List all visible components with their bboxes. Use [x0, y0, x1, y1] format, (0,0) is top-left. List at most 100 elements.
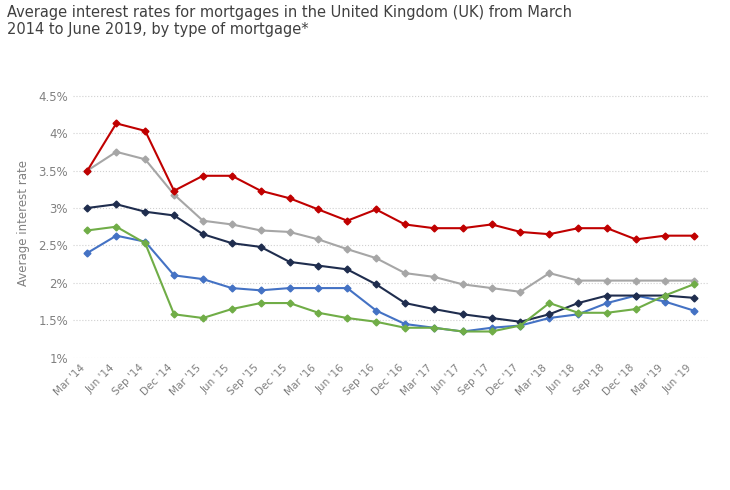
5 year fixed mortgage*** [112, 149, 120, 155]
2 year fixed rate mortgages* [661, 298, 669, 304]
2 year variable***** [169, 311, 178, 317]
2 year fixed rate mortgages* [169, 272, 178, 278]
2 year variable***** [343, 315, 352, 321]
10 year fixed**** [487, 221, 496, 227]
2 year fixed rate mortgages* [631, 293, 640, 298]
2 year variable***** [661, 293, 669, 298]
3 year fixed mortgage** [545, 311, 554, 317]
10 year fixed**** [199, 173, 207, 179]
Line: 5 year fixed mortgage***: 5 year fixed mortgage*** [85, 149, 696, 294]
3 year fixed mortgage** [372, 281, 380, 287]
3 year fixed mortgage** [343, 267, 352, 272]
2 year variable***** [83, 227, 92, 233]
2 year fixed rate mortgages* [228, 285, 237, 291]
2 year variable***** [631, 306, 640, 312]
5 year fixed mortgage*** [228, 221, 237, 227]
2 year variable***** [112, 224, 120, 230]
10 year fixed**** [574, 225, 583, 231]
2 year variable***** [487, 329, 496, 335]
5 year fixed mortgage*** [169, 192, 178, 197]
2 year fixed rate mortgages* [199, 276, 207, 282]
5 year fixed mortgage*** [603, 278, 612, 284]
3 year fixed mortgage** [631, 293, 640, 298]
10 year fixed**** [285, 196, 294, 201]
5 year fixed mortgage*** [661, 278, 669, 284]
2 year variable***** [256, 300, 265, 306]
2 year variable***** [603, 310, 612, 316]
2 year fixed rate mortgages* [458, 329, 467, 335]
3 year fixed mortgage** [574, 300, 583, 306]
10 year fixed**** [141, 128, 150, 134]
2 year fixed rate mortgages* [285, 285, 294, 291]
2 year variable***** [458, 329, 467, 335]
2 year variable***** [516, 322, 525, 328]
Line: 3 year fixed mortgage**: 3 year fixed mortgage** [85, 202, 696, 324]
3 year fixed mortgage** [401, 300, 410, 306]
5 year fixed mortgage*** [401, 270, 410, 276]
5 year fixed mortgage*** [429, 274, 438, 280]
2 year fixed rate mortgages* [401, 321, 410, 327]
2 year variable***** [574, 310, 583, 316]
10 year fixed**** [545, 231, 554, 237]
2 year fixed rate mortgages* [112, 233, 120, 239]
2 year fixed rate mortgages* [603, 300, 612, 306]
2 year variable***** [141, 240, 150, 246]
3 year fixed mortgage** [256, 244, 265, 250]
5 year fixed mortgage*** [314, 237, 323, 243]
2 year variable***** [372, 319, 380, 325]
10 year fixed**** [112, 121, 120, 126]
10 year fixed**** [256, 188, 265, 194]
2 year variable***** [314, 310, 323, 316]
3 year fixed mortgage** [169, 213, 178, 219]
10 year fixed**** [603, 225, 612, 231]
5 year fixed mortgage*** [487, 285, 496, 291]
2 year fixed rate mortgages* [545, 315, 554, 321]
5 year fixed mortgage*** [285, 229, 294, 235]
3 year fixed mortgage** [83, 205, 92, 211]
3 year fixed mortgage** [228, 240, 237, 246]
10 year fixed**** [401, 221, 410, 227]
Line: 10 year fixed****: 10 year fixed**** [85, 121, 696, 242]
10 year fixed**** [631, 237, 640, 243]
5 year fixed mortgage*** [689, 278, 698, 284]
10 year fixed**** [689, 233, 698, 239]
10 year fixed**** [516, 229, 525, 235]
2 year fixed rate mortgages* [141, 239, 150, 245]
10 year fixed**** [169, 188, 178, 194]
5 year fixed mortgage*** [631, 278, 640, 284]
2 year variable***** [689, 281, 698, 287]
3 year fixed mortgage** [487, 315, 496, 321]
2 year variable***** [285, 300, 294, 306]
Line: 2 year fixed rate mortgages*: 2 year fixed rate mortgages* [85, 233, 696, 334]
2 year fixed rate mortgages* [314, 285, 323, 291]
3 year fixed mortgage** [285, 259, 294, 265]
10 year fixed**** [343, 218, 352, 223]
2 year variable***** [545, 300, 554, 306]
5 year fixed mortgage*** [343, 246, 352, 252]
2 year variable***** [199, 315, 207, 321]
10 year fixed**** [458, 225, 467, 231]
Line: 2 year variable*****: 2 year variable***** [85, 224, 696, 334]
2 year variable***** [228, 306, 237, 312]
3 year fixed mortgage** [429, 306, 438, 312]
10 year fixed**** [372, 207, 380, 213]
5 year fixed mortgage*** [141, 156, 150, 162]
2 year fixed rate mortgages* [487, 325, 496, 331]
3 year fixed mortgage** [199, 231, 207, 237]
3 year fixed mortgage** [458, 311, 467, 317]
2 year fixed rate mortgages* [516, 322, 525, 328]
10 year fixed**** [429, 225, 438, 231]
3 year fixed mortgage** [516, 319, 525, 325]
10 year fixed**** [661, 233, 669, 239]
2 year fixed rate mortgages* [83, 250, 92, 256]
5 year fixed mortgage*** [574, 278, 583, 284]
5 year fixed mortgage*** [199, 218, 207, 223]
3 year fixed mortgage** [314, 263, 323, 269]
2 year variable***** [429, 325, 438, 331]
5 year fixed mortgage*** [458, 281, 467, 287]
5 year fixed mortgage*** [545, 270, 554, 276]
Text: Average interest rates for mortgages in the United Kingdom (UK) from March
2014 : Average interest rates for mortgages in … [7, 5, 572, 37]
5 year fixed mortgage*** [83, 168, 92, 173]
2 year fixed rate mortgages* [574, 311, 583, 317]
2 year fixed rate mortgages* [429, 325, 438, 331]
